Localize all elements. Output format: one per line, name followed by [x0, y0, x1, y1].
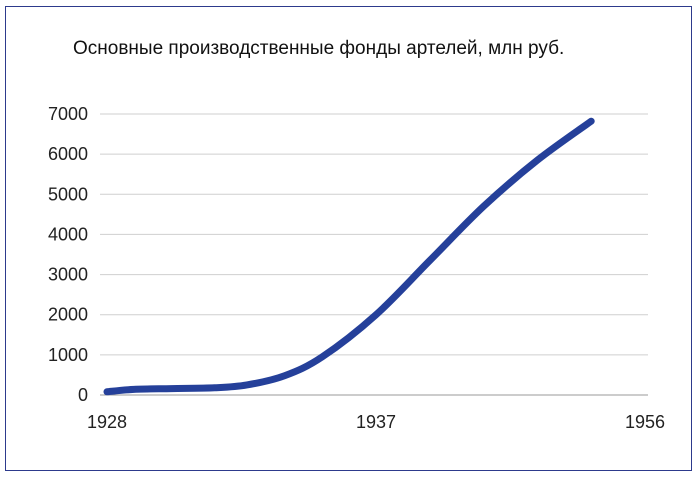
- y-tick-label: 2000: [48, 305, 88, 325]
- x-tick-label: 1928: [87, 412, 127, 432]
- y-tick-label: 7000: [48, 104, 88, 124]
- y-tick-label: 3000: [48, 265, 88, 285]
- x-tick-label: 1937: [356, 412, 396, 432]
- series-line: [103, 117, 595, 396]
- y-tick-label: 0: [78, 385, 88, 405]
- y-tick-label: 1000: [48, 345, 88, 365]
- chart-frame: [5, 6, 692, 471]
- y-tick-label: 4000: [48, 224, 88, 244]
- x-tick-label: 1956: [625, 412, 665, 432]
- y-tick-label: 5000: [48, 184, 88, 204]
- y-tick-label: 6000: [48, 144, 88, 164]
- chart-title: Основные производственные фонды артелей,…: [73, 38, 565, 59]
